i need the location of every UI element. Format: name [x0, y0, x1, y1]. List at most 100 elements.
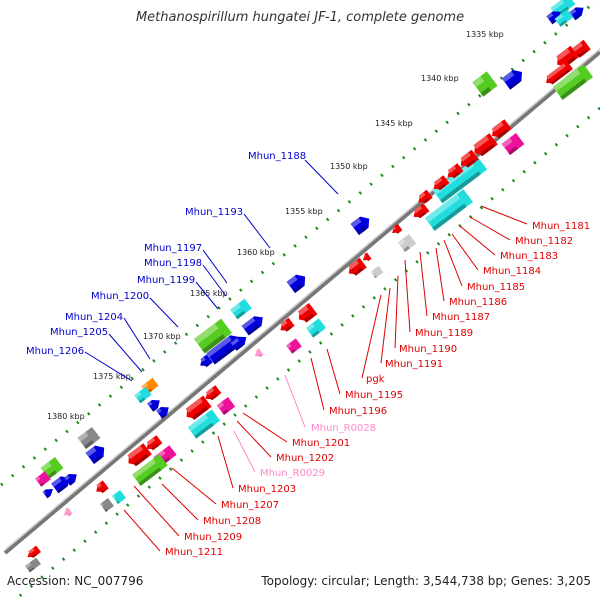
gene-block-shine — [397, 238, 406, 246]
gene-block-body — [546, 60, 573, 84]
gene-block — [280, 317, 295, 332]
gene-label: Mhun_1201 — [292, 438, 350, 449]
gene-block-shine — [473, 135, 490, 150]
leader-line — [123, 509, 161, 552]
gene-label: Mhun_1190 — [399, 344, 457, 355]
gene-block-shine — [306, 323, 315, 332]
gene-block — [472, 71, 498, 97]
gene-block-body — [132, 454, 168, 486]
gene-block — [187, 409, 221, 439]
gene-block-shine — [286, 275, 298, 286]
gene-label: Mhun_R0028 — [311, 423, 376, 434]
gene-block-body — [397, 233, 417, 253]
gene-block-body — [134, 386, 152, 404]
gene-block-shadow — [423, 198, 430, 204]
gene-block-body — [35, 471, 51, 487]
gene-block-shine — [491, 121, 504, 133]
gene-block — [425, 189, 473, 231]
leader-line — [195, 281, 219, 310]
gene-block-shine — [569, 8, 577, 16]
gene-block-shine — [42, 490, 46, 495]
gene-label: Mhun_1205 — [50, 327, 108, 338]
gene-label: Mhun_1181 — [532, 221, 590, 232]
gene-block — [156, 407, 169, 419]
gene-block-shine — [350, 217, 362, 228]
gene-block-body — [27, 545, 41, 558]
gene-block — [111, 489, 127, 505]
leader-line — [435, 247, 445, 302]
gene-block — [553, 64, 593, 100]
gene-block-shine — [205, 387, 215, 396]
gene-block-shine — [132, 458, 156, 479]
gene-label: Mhun_1191 — [385, 359, 443, 370]
gene-block — [63, 507, 73, 517]
gene-block-body — [187, 409, 221, 439]
gene-block-shine — [64, 509, 68, 513]
gene-block-shine — [187, 414, 209, 432]
gene-block — [132, 454, 168, 486]
gene-block-shine — [297, 305, 309, 316]
gene-block — [25, 557, 41, 573]
kbp-label: 1335 kbp — [466, 30, 504, 39]
gene-label: Mhun_1189 — [415, 328, 473, 339]
kbp-label: 1360 kbp — [237, 248, 275, 257]
gene-block-shadow — [104, 508, 108, 513]
gene-block — [64, 474, 77, 486]
gene-block-shine — [241, 317, 256, 330]
gene-block — [147, 400, 160, 412]
kbp-label: 1345 kbp — [375, 119, 413, 128]
gene-label: Mhun_1182 — [515, 236, 573, 247]
gene-block — [397, 233, 417, 253]
gene-block-shine — [127, 445, 144, 460]
gene-label: Mhun_1203 — [238, 484, 296, 495]
gene-label: Mhun_1185 — [467, 282, 525, 293]
gene-block-shine — [85, 446, 97, 457]
gene-label: pgk — [366, 374, 385, 385]
gene-block-shadow — [480, 86, 492, 97]
kbp-label: 1380 kbp — [47, 412, 85, 421]
leader-line — [284, 374, 306, 428]
gene-block — [473, 133, 498, 157]
gene-block — [77, 426, 101, 450]
leader-line — [123, 317, 151, 360]
gene-block-body — [96, 480, 109, 492]
gene-block-shine — [35, 476, 41, 482]
gene-block-shadow — [116, 500, 120, 505]
map-title: Methanospirillum hungatei JF-1, complete… — [135, 10, 465, 25]
gene-block-body — [230, 298, 252, 320]
gene-block — [134, 386, 152, 404]
leader-line — [108, 333, 143, 373]
gene-block-shine — [25, 562, 32, 569]
topology-summary: Topology: circular; Length: 3,544,738 bp… — [261, 574, 591, 588]
gene-block-shine — [64, 475, 70, 481]
gene-block — [501, 70, 522, 90]
gene-block-shadow — [438, 183, 447, 191]
leader-line — [394, 275, 399, 349]
gene-block-shadow — [100, 488, 106, 494]
gene-block-shadow — [432, 203, 467, 231]
gene-block — [241, 316, 263, 336]
gene-block-shadow — [91, 455, 103, 465]
gene-label: Mhun_1206 — [26, 346, 84, 357]
gene-block-shine — [363, 254, 367, 258]
gene-block-shine — [134, 391, 142, 399]
leader-line — [202, 264, 227, 297]
gene-block — [348, 257, 367, 276]
gene-block-body — [77, 426, 101, 450]
gene-block — [554, 9, 574, 27]
gene-block-shadow — [403, 245, 410, 253]
gene-block — [42, 488, 53, 499]
gene-block-body — [286, 338, 302, 354]
gene-block — [286, 338, 302, 354]
gene-block-body — [392, 223, 403, 234]
gene-block-shadow — [452, 171, 461, 179]
gene-block-shine — [460, 152, 471, 162]
gene-block — [27, 545, 41, 558]
gene-block-shadow — [138, 467, 162, 486]
gene-block-body — [432, 156, 488, 204]
leader-line — [404, 259, 411, 333]
gene-block-shine — [230, 338, 240, 346]
gene-block-shadow — [202, 334, 226, 354]
kbp-tick-row-inner — [14, 106, 600, 600]
gene-block-body — [370, 265, 384, 279]
